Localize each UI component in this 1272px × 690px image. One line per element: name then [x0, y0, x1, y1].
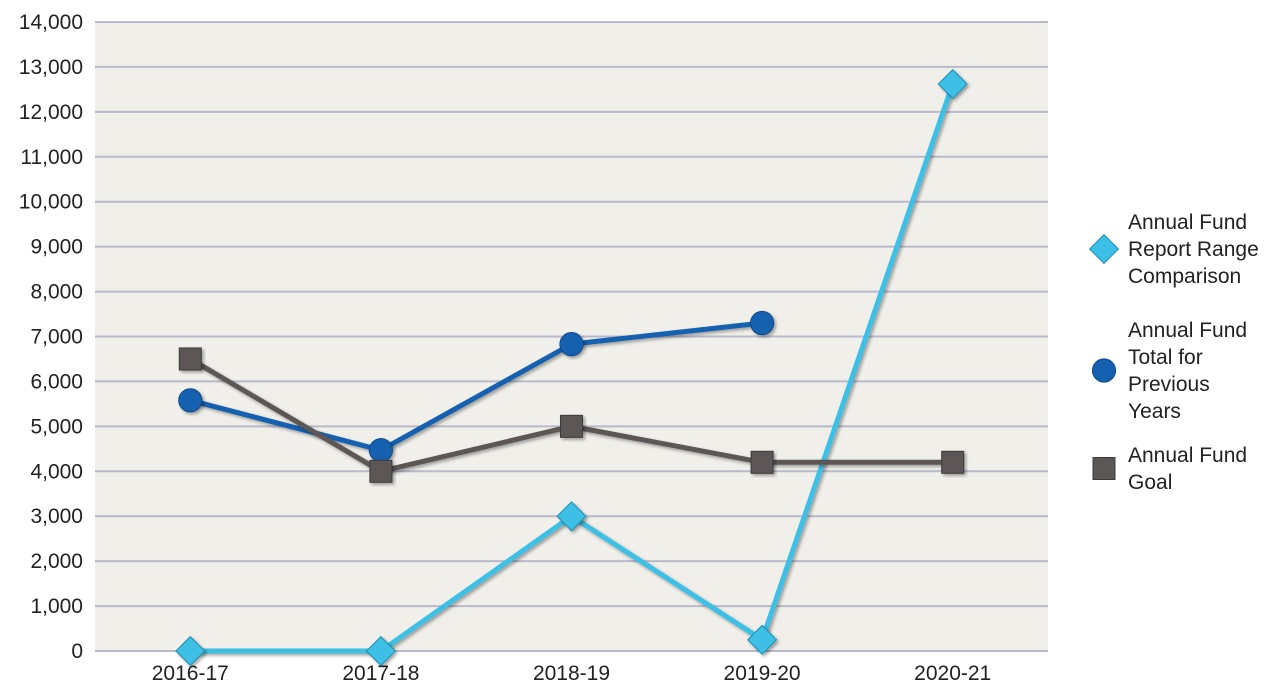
series-group [175, 68, 968, 667]
legend-label: Total for [1128, 346, 1203, 369]
data-point [560, 414, 583, 438]
y-tick-label: 3,000 [30, 505, 83, 528]
x-tick-label: 2017-18 [342, 662, 419, 685]
legend-label: Previous [1128, 373, 1210, 396]
y-tick-label: 11,000 [20, 146, 83, 169]
series-line [189, 320, 763, 453]
legend-label: Annual Fund [1128, 211, 1247, 234]
y-tick-label: 13,000 [19, 56, 83, 79]
data-point [937, 68, 968, 100]
y-tick-label: 9,000 [30, 236, 83, 259]
legend-item: Annual Fund Goal [1092, 444, 1247, 494]
data-point [941, 450, 965, 474]
legend-marker [1092, 457, 1116, 480]
legend-marker [1091, 358, 1117, 383]
legend-label: Years [1128, 400, 1181, 423]
x-tick-label: 2018-19 [533, 662, 610, 685]
y-tick-label: 7,000 [30, 326, 83, 349]
data-point [746, 624, 778, 655]
legend-item: Annual Fund Total for Previous Years [1091, 319, 1247, 423]
y-tick-label: 8,000 [30, 281, 83, 304]
legend-label: Annual Fund [1128, 319, 1247, 342]
y-tick-label: 4,000 [30, 460, 83, 483]
data-point [369, 459, 393, 483]
data-point [178, 388, 203, 413]
axes: 0 1,000 2,000 3,000 4,000 5,000 6,000 7,000 8,00… [19, 11, 991, 685]
gridlines [95, 21, 1048, 652]
data-point [559, 332, 584, 357]
data-point [178, 347, 202, 371]
data-point [175, 635, 206, 667]
legend-item: Annual Fund Report Range Comparison [1088, 211, 1259, 288]
series-1 [175, 68, 968, 667]
data-point [750, 450, 774, 474]
y-tick-label: 10,000 [19, 191, 83, 214]
y-tick-label: 6,000 [30, 370, 83, 393]
y-tick-label: 5,000 [30, 415, 83, 438]
legend-marker [1088, 233, 1120, 265]
series-2 [178, 310, 775, 463]
series-3 [178, 347, 965, 483]
x-tick-label: 2016-17 [152, 662, 229, 685]
legend-label: Comparison [1128, 265, 1241, 288]
y-tick-label: 1,000 [30, 595, 83, 618]
y-tick-label: 12,000 [19, 101, 83, 124]
y-tick-label: 14,000 [19, 11, 83, 34]
x-tick-label: 2020-21 [914, 662, 991, 685]
x-tick-label: 2019-20 [724, 662, 801, 685]
data-point [365, 635, 397, 667]
data-point [556, 501, 587, 532]
y-tick-label: 0 [71, 640, 83, 663]
y-tick-label: 2,000 [30, 550, 83, 573]
data-point [750, 310, 775, 336]
data-point [368, 438, 393, 463]
legend-label: Report Range [1128, 238, 1259, 261]
legend-label: Goal [1128, 471, 1172, 494]
legend-label: Annual Fund [1128, 444, 1247, 467]
